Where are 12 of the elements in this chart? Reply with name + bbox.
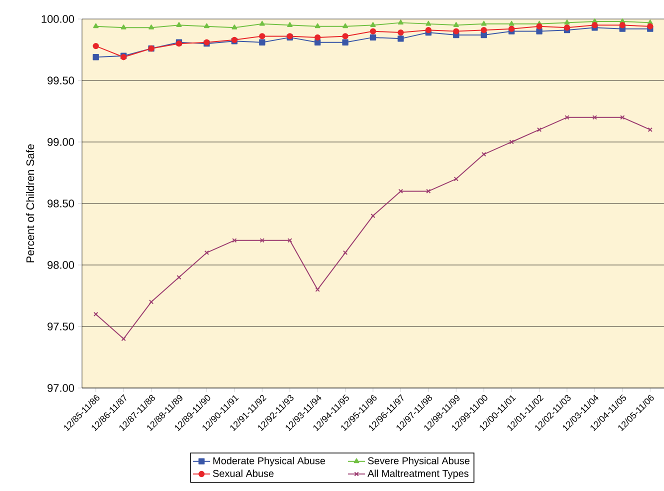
y-tick-label: 100.00 — [42, 15, 74, 23]
y-tick-label: 98.00 — [48, 261, 74, 269]
legend-label: All Maltreatment Types — [368, 470, 468, 479]
legend-label: Sexual Abuse — [213, 470, 274, 477]
y-tick-label: 99.50 — [48, 76, 74, 84]
legend-label: Severe Physical Abuse — [368, 456, 470, 466]
legend-label: Moderate Physical Abuse — [213, 456, 326, 466]
y-axis-title: Percent of Children Safe — [26, 144, 34, 262]
y-tick-label: 97.50 — [48, 322, 74, 330]
y-tick-label: 98.50 — [48, 200, 74, 208]
y-tick-label: 97.00 — [48, 384, 74, 392]
y-tick-label: 99.00 — [48, 138, 74, 146]
